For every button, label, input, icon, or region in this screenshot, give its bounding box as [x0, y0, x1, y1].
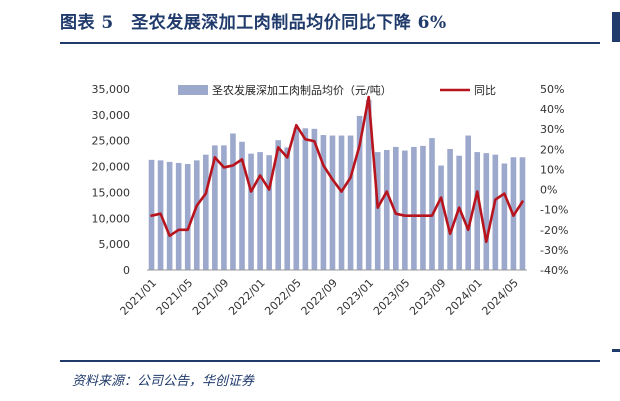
bar — [230, 133, 236, 270]
legend: 圣农发展深加工肉制品均价（元/吨） 同比 — [178, 83, 496, 97]
y-left-tick-label: 35,000 — [92, 83, 131, 96]
bar — [266, 155, 272, 270]
bar — [474, 152, 481, 270]
x-tick-label: 2023/05 — [371, 276, 413, 318]
y-right-tick-label: 40% — [540, 103, 564, 116]
legend-label-bar: 圣农发展深加工肉制品均价（元/吨） — [212, 83, 392, 97]
bar — [347, 135, 354, 270]
title-rule — [60, 42, 600, 44]
y-left-tick-label: 10,000 — [92, 212, 131, 225]
legend-label-line: 同比 — [474, 84, 496, 97]
bar — [193, 160, 200, 270]
bar — [275, 140, 281, 270]
y-right-tick-label: -20% — [540, 224, 568, 237]
y-right-tick-label: -30% — [540, 244, 568, 257]
x-tick-label: 2021/05 — [154, 276, 196, 318]
bar — [519, 157, 526, 270]
bar — [212, 145, 218, 270]
bar — [429, 138, 435, 270]
chart: 0 5,000 10,000 15,000 20,000 25,000 30,000 35,0… — [92, 83, 569, 318]
bar — [420, 145, 426, 270]
bar — [311, 128, 318, 270]
line-series — [150, 95, 524, 244]
bar — [175, 162, 182, 270]
bar — [284, 147, 291, 270]
bar — [356, 115, 363, 270]
legend-swatch-bar — [178, 85, 208, 95]
x-tick-label: 2022/01 — [226, 276, 268, 318]
bar — [203, 154, 209, 270]
bar — [374, 152, 381, 270]
bar — [239, 141, 245, 270]
bar — [365, 99, 372, 270]
bar — [338, 135, 345, 270]
y-right-tick-label: 20% — [540, 143, 564, 156]
bar — [393, 146, 399, 270]
bar — [501, 163, 508, 270]
x-tick-label: 2022/05 — [262, 276, 304, 318]
y-left-tick-label: 5,000 — [99, 238, 131, 251]
bar — [302, 128, 309, 270]
bar — [329, 135, 336, 270]
edge-rule-bottom — [612, 349, 620, 352]
y-right-tick-label: 50% — [540, 83, 564, 96]
bar — [293, 128, 300, 270]
y-left-tick-label: 30,000 — [92, 109, 131, 122]
bar — [402, 150, 408, 270]
bar — [221, 145, 227, 270]
y-right-tick-label: 10% — [540, 163, 564, 176]
x-tick-label: 2024/05 — [479, 276, 521, 318]
figure-title: 图表 5 圣农发展深加工肉制品均价同比下降 6% — [60, 13, 447, 33]
x-tick-label: 2021/01 — [118, 276, 160, 318]
y-left-tick-label: 0 — [123, 264, 130, 277]
y-right-tick-label: 0% — [540, 184, 557, 197]
x-tick-label: 2024/01 — [443, 276, 485, 318]
source-note: 资料来源：公司公告，华创证券 — [72, 374, 255, 389]
bar-series — [148, 99, 526, 270]
bar — [492, 154, 499, 270]
bar — [166, 161, 173, 270]
y-right-tick-label: 30% — [540, 123, 564, 136]
x-tick-label: 2023/01 — [335, 276, 377, 318]
y-left-tick-label: 25,000 — [92, 135, 131, 148]
y-left-tick-label: 15,000 — [92, 186, 131, 199]
bar — [447, 148, 453, 270]
bar — [483, 153, 490, 270]
y-right-tick-label: -40% — [540, 264, 568, 277]
bar — [465, 135, 471, 270]
bar — [383, 150, 390, 270]
y-right-tick-label: -10% — [540, 204, 568, 217]
edge-rule-top — [612, 12, 620, 42]
x-tick-label: 2023/09 — [407, 276, 449, 318]
bottom-rule — [60, 360, 600, 362]
bar — [248, 153, 254, 270]
yoy-line — [150, 95, 524, 244]
y-left-tick-label: 20,000 — [92, 161, 131, 174]
bar — [456, 155, 462, 270]
bar — [411, 146, 417, 270]
x-tick-label: 2022/09 — [299, 276, 341, 318]
bar — [438, 165, 444, 270]
bar — [184, 163, 191, 270]
x-tick-label: 2021/09 — [190, 276, 232, 318]
bar — [257, 152, 263, 270]
bar — [320, 135, 327, 270]
